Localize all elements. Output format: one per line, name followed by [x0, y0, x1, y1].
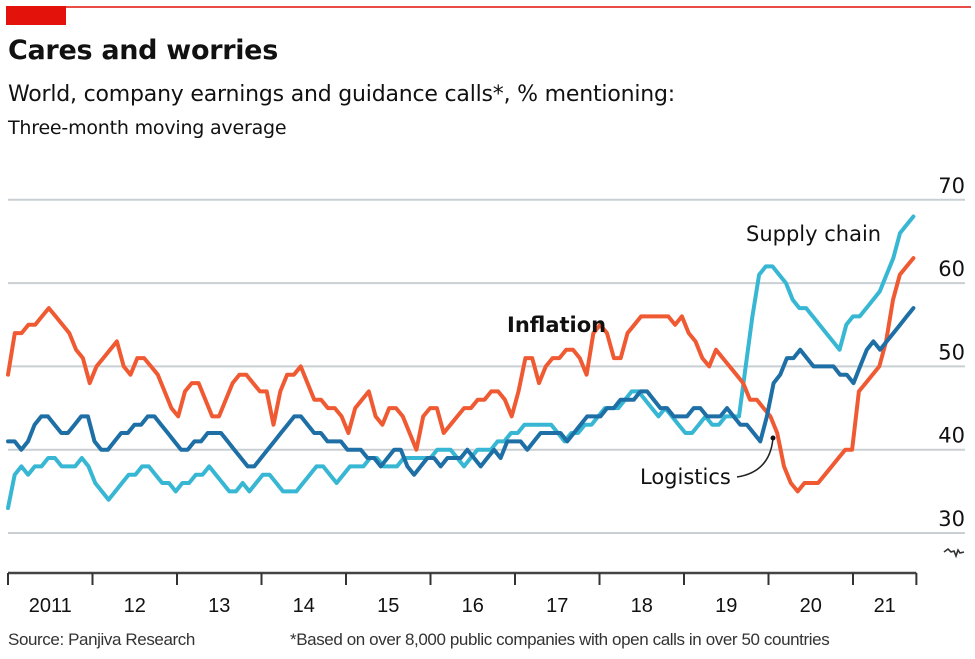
annotation-supply-chain: Supply chain — [746, 222, 881, 246]
y-tick-label-70: 70 — [938, 174, 965, 198]
series-line-supply-chain — [6, 214, 916, 510]
annotation-logistics: Logistics — [640, 465, 731, 489]
x-tick-label-2014: 14 — [293, 595, 315, 617]
y-tick-label-40: 40 — [938, 424, 965, 448]
series-line-inflation — [6, 256, 916, 494]
axis-break-icon — [943, 547, 965, 559]
y-tick-label-50: 50 — [938, 340, 965, 364]
logistics-pointer — [736, 437, 774, 478]
x-tick-label-2012: 12 — [124, 595, 146, 617]
series-line-logistics — [6, 306, 916, 477]
annotations: Inflation Supply chain Logistics — [507, 222, 881, 489]
x-tick-label-2011: 2011 — [29, 595, 72, 617]
annotation-inflation: Inflation — [507, 313, 606, 337]
x-tick-label-2018: 18 — [631, 595, 653, 617]
x-tick-label-2021: 21 — [874, 595, 896, 617]
y-axis-labels: 30 40 50 60 70 — [938, 174, 965, 559]
chart-subtitle: World, company earnings and guidance cal… — [8, 82, 675, 107]
x-axis: 2011 12 13 14 15 16 17 18 19 20 21 — [7, 571, 918, 617]
x-tick-label-2015: 15 — [377, 595, 399, 617]
chart-subtitle-secondary: Three-month moving average — [8, 117, 287, 139]
series-lines — [6, 214, 916, 510]
top-rule — [6, 6, 971, 8]
x-tick-label-2019: 19 — [715, 595, 737, 617]
brand-tag — [6, 6, 66, 25]
footnote: *Based on over 8,000 public companies wi… — [290, 630, 830, 649]
x-tick-label-2016: 16 — [462, 595, 484, 617]
chart-title: Cares and worries — [8, 35, 278, 66]
logistics-pointer-dot — [770, 435, 776, 441]
x-tick-label-2020: 20 — [800, 595, 822, 617]
x-tick-label-2013: 13 — [208, 595, 230, 617]
source-note: Source: Panjiva Research — [8, 630, 195, 649]
y-tick-label-30: 30 — [938, 507, 965, 531]
x-tick-label-2017: 17 — [546, 595, 568, 617]
y-tick-label-60: 60 — [938, 257, 965, 281]
